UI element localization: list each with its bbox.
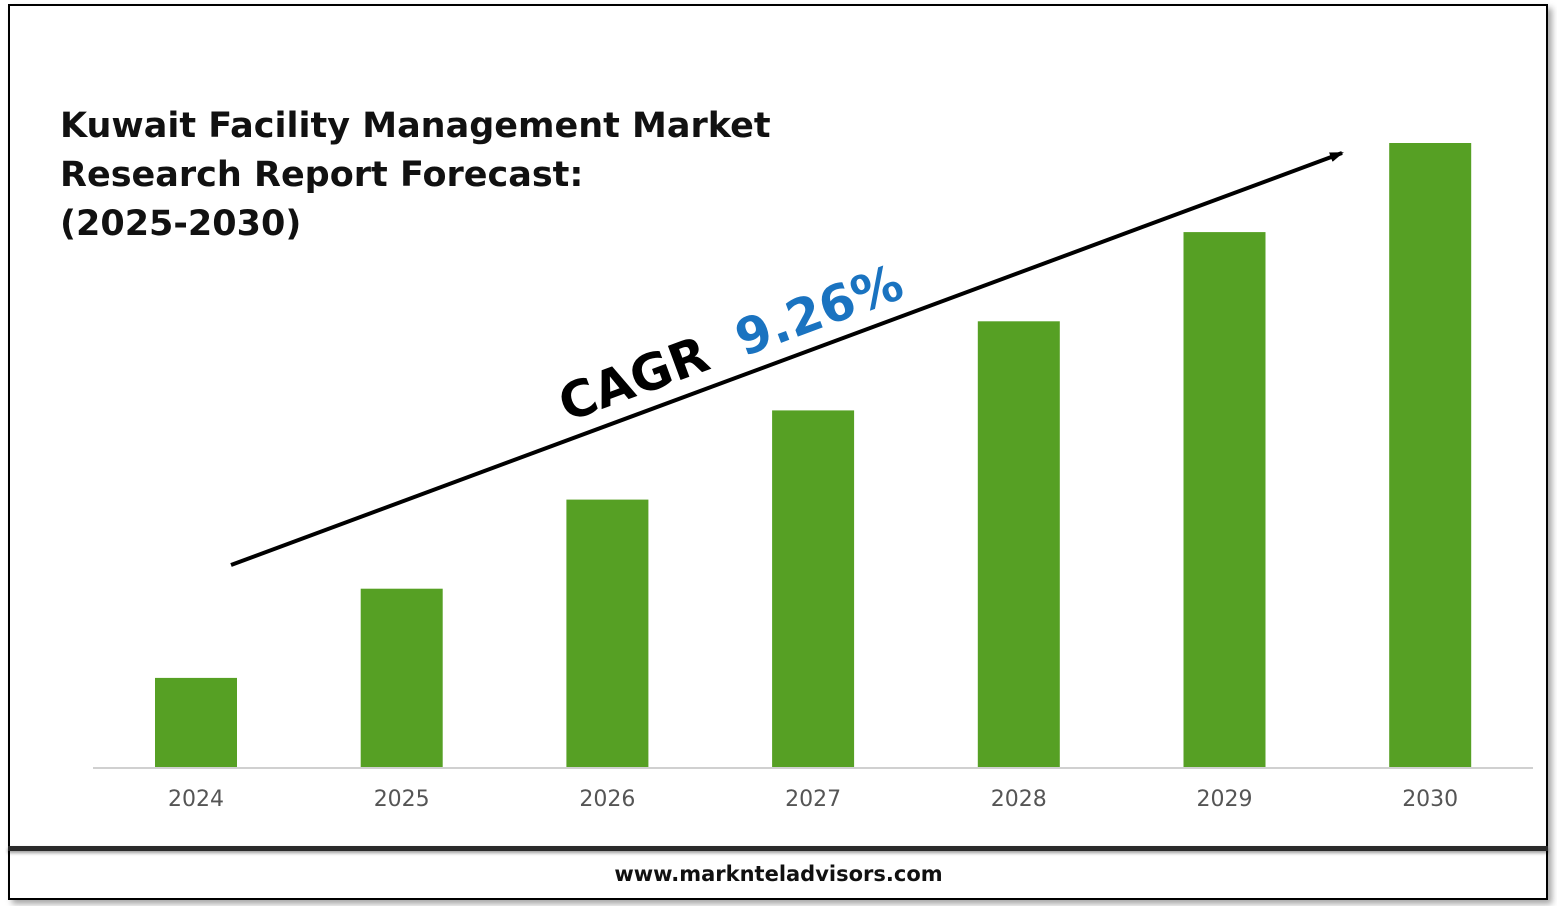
footer-divider xyxy=(8,846,1548,851)
x-tick-label-2026: 2026 xyxy=(579,787,635,812)
bar-2026 xyxy=(566,499,649,767)
bar-2030 xyxy=(1389,143,1472,767)
bar-2024 xyxy=(155,677,237,767)
x-tick-label-2029: 2029 xyxy=(1197,787,1253,812)
footer-website: www.marknteladvisors.com xyxy=(614,862,943,886)
chart-title-line-1: Kuwait Facility Management Market xyxy=(60,106,771,146)
x-tick-label-2025: 2025 xyxy=(374,787,430,812)
x-tick-label-2030: 2030 xyxy=(1402,787,1458,812)
bars-layer xyxy=(155,143,1472,768)
chart-title-line-2: Research Report Forecast: xyxy=(60,155,584,195)
x-tick-labels: 2024 2025 2026 2027 2028 2029 2030 xyxy=(168,787,1458,812)
x-tick-label-2027: 2027 xyxy=(785,787,841,812)
cagr-annotation: CAGR 9.26% xyxy=(551,253,910,433)
cagr-trend-arrow xyxy=(230,151,1344,567)
x-tick-label-2028: 2028 xyxy=(991,787,1047,812)
bar-2025 xyxy=(360,588,443,767)
x-tick-label-2024: 2024 xyxy=(168,787,224,812)
chart-title: Kuwait Facility Management Market Resear… xyxy=(60,102,820,249)
cagr-value: 9.26% xyxy=(728,253,911,368)
bar-2028 xyxy=(977,321,1060,767)
bar-2029 xyxy=(1183,232,1266,768)
chart-title-line-3: (2025-2030) xyxy=(60,204,302,244)
bar-2027 xyxy=(772,410,855,767)
